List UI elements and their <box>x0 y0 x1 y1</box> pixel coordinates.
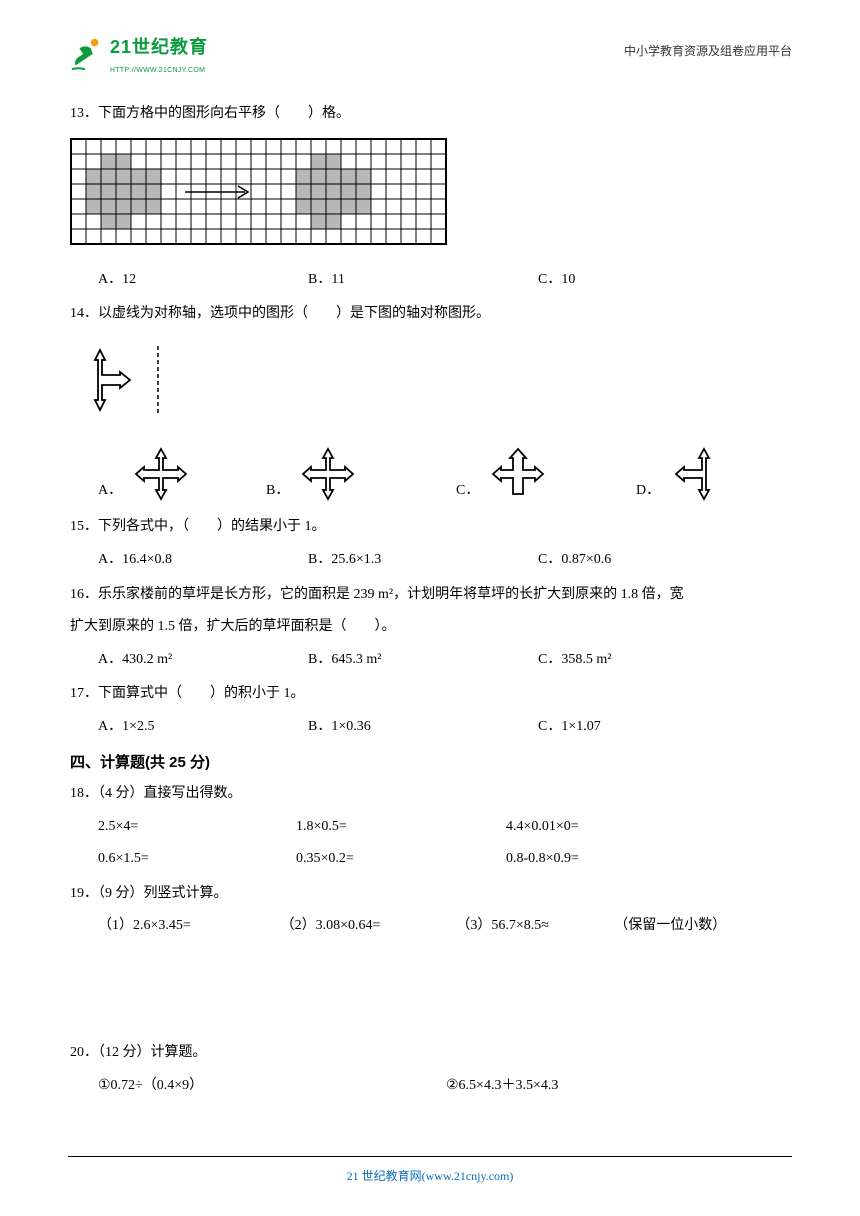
q18-r1c1: 2.5×4= <box>98 814 296 841</box>
q15-text: 15．下列各式中，（ ）的结果小于 1。 <box>70 514 792 541</box>
q20-part2: ②6.5×4.3＋3.5×4.3 <box>446 1073 746 1100</box>
logo-main-text: 21世纪教育 <box>110 30 208 64</box>
question-13: 13．下面方格中的图形向右平移（ ）格。 A．12 B．11 C．10 <box>70 101 792 293</box>
q20-text: 20．（12 分）计算题。 <box>70 1040 792 1067</box>
q19-note: （保留一位小数） <box>614 913 792 940</box>
q15-options: A．16.4×0.8 B．25.6×1.3 C．0.87×0.6 <box>70 547 792 574</box>
q18-row1: 2.5×4= 1.8×0.5= 4.4×0.01×0= <box>70 814 792 841</box>
q16-option-c: C．358.5 m² <box>538 647 698 674</box>
question-20: 20．（12 分）计算题。 ①0.72÷（0.4×9） ②6.5×4.3＋3.5… <box>70 1040 792 1099</box>
logo: 21世纪教育 HTTP://WWW.21CNJY.COM <box>68 30 208 77</box>
q16-option-a: A．430.2 m² <box>98 647 308 674</box>
q18-r1c2: 1.8×0.5= <box>296 814 506 841</box>
question-16: 16．乐乐家楼前的草坪是长方形，它的面积是 239 m²，计划明年将草坪的长扩大… <box>70 582 792 674</box>
q14-options: A． B． C． <box>70 444 792 504</box>
q13-option-c: C．10 <box>538 267 698 294</box>
page-header: 21世纪教育 HTTP://WWW.21CNJY.COM 中小学教育资源及组卷应… <box>68 30 792 77</box>
q17-option-a: A．1×2.5 <box>98 714 308 741</box>
q17-text: 17．下面算式中（ ）的积小于 1。 <box>70 681 792 708</box>
q13-text: 13．下面方格中的图形向右平移（ ）格。 <box>70 101 792 128</box>
question-18: 18．（4 分）直接写出得数。 2.5×4= 1.8×0.5= 4.4×0.01… <box>70 781 792 873</box>
q15-option-b: B．25.6×1.3 <box>308 547 538 574</box>
footer-text: 21 世纪教育网(www.21cnjy.com) <box>0 1165 860 1188</box>
footer-divider <box>68 1156 792 1157</box>
q14-option-d: D． <box>636 444 776 504</box>
q15-option-a: A．16.4×0.8 <box>98 547 308 574</box>
logo-text-block: 21世纪教育 HTTP://WWW.21CNJY.COM <box>110 30 208 77</box>
q16-text-line2: 扩大到原来的 1.5 倍，扩大后的草坪面积是（ ）。 <box>70 614 792 641</box>
q14-option-b: B． <box>266 444 456 504</box>
q18-r2c3: 0.8-0.8×0.9= <box>506 846 706 873</box>
q19-part3: （3）56.7×8.5≈ <box>456 913 614 940</box>
q17-option-b: B．1×0.36 <box>308 714 538 741</box>
q20-parts: ①0.72÷（0.4×9） ②6.5×4.3＋3.5×4.3 <box>70 1073 792 1100</box>
q18-r1c3: 4.4×0.01×0= <box>506 814 706 841</box>
q14-text: 14．以虚线为对称轴，选项中的图形（ ）是下图的轴对称图形。 <box>70 301 792 328</box>
q20-part1: ①0.72÷（0.4×9） <box>98 1073 446 1100</box>
q13-grid-figure <box>70 138 792 257</box>
q19-part2: （2）3.08×0.64= <box>281 913 457 940</box>
q18-row2: 0.6×1.5= 0.35×0.2= 0.8-0.8×0.9= <box>70 846 792 873</box>
question-19: 19．（9 分）列竖式计算。 （1）2.6×3.45= （2）3.08×0.64… <box>70 881 792 940</box>
question-15: 15．下列各式中，（ ）的结果小于 1。 A．16.4×0.8 B．25.6×1… <box>70 514 792 573</box>
logo-runner-icon <box>68 35 106 73</box>
q18-r2c1: 0.6×1.5= <box>98 846 296 873</box>
q14-option-c: C． <box>456 444 636 504</box>
q14-option-a: A． <box>98 444 266 504</box>
q19-part1: （1）2.6×3.45= <box>98 913 281 940</box>
q17-options: A．1×2.5 B．1×0.36 C．1×1.07 <box>70 714 792 741</box>
q15-option-c: C．0.87×0.6 <box>538 547 698 574</box>
workspace-gap <box>70 948 792 1040</box>
q14-main-figure <box>70 340 792 431</box>
q16-text-line1: 16．乐乐家楼前的草坪是长方形，它的面积是 239 m²，计划明年将草坪的长扩大… <box>70 582 792 609</box>
section-4-title: 四、计算题(共 25 分) <box>70 749 792 778</box>
q16-option-b: B．645.3 m² <box>308 647 538 674</box>
question-17: 17．下面算式中（ ）的积小于 1。 A．1×2.5 B．1×0.36 C．1×… <box>70 681 792 740</box>
q18-text: 18．（4 分）直接写出得数。 <box>70 781 792 808</box>
q13-option-b: B．11 <box>308 267 538 294</box>
q18-r2c2: 0.35×0.2= <box>296 846 506 873</box>
page-footer: 21 世纪教育网(www.21cnjy.com) <box>0 1156 860 1188</box>
q19-parts: （1）2.6×3.45= （2）3.08×0.64= （3）56.7×8.5≈ … <box>70 913 792 940</box>
question-14: 14．以虚线为对称轴，选项中的图形（ ）是下图的轴对称图形。 A． B． <box>70 301 792 504</box>
q17-option-c: C．1×1.07 <box>538 714 698 741</box>
q13-option-a: A．12 <box>98 267 308 294</box>
q13-options: A．12 B．11 C．10 <box>70 267 792 294</box>
header-right-text: 中小学教育资源及组卷应用平台 <box>624 30 792 63</box>
logo-sub-text: HTTP://WWW.21CNJY.COM <box>110 64 208 77</box>
q16-options: A．430.2 m² B．645.3 m² C．358.5 m² <box>70 647 792 674</box>
content-area: 13．下面方格中的图形向右平移（ ）格。 A．12 B．11 C．10 14．以… <box>68 101 792 1099</box>
q19-text: 19．（9 分）列竖式计算。 <box>70 881 792 908</box>
